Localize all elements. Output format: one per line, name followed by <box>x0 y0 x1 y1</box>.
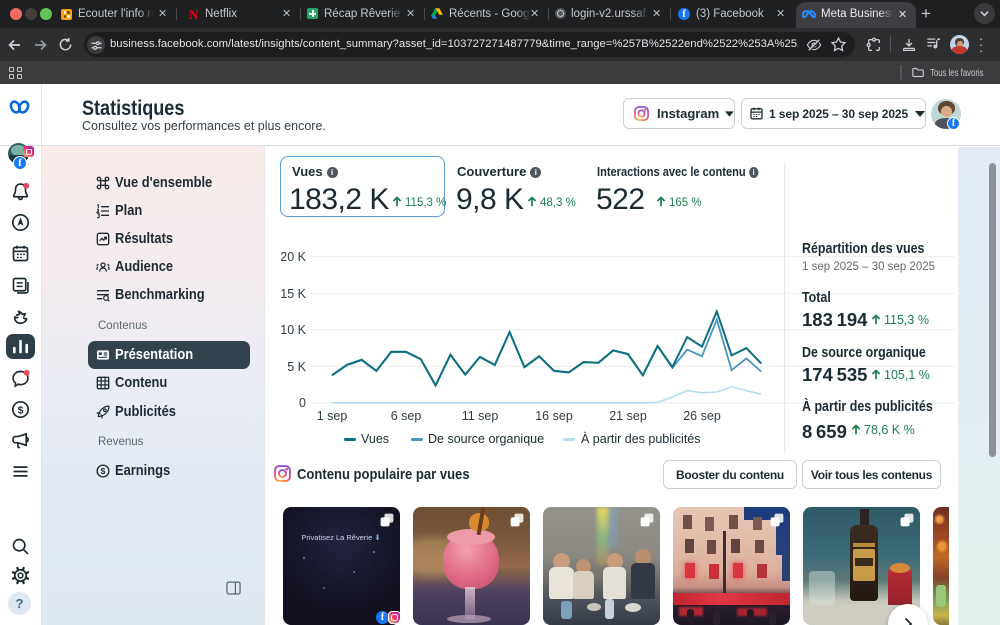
svg-text:$: $ <box>101 466 106 476</box>
svg-text:$: $ <box>18 404 24 416</box>
